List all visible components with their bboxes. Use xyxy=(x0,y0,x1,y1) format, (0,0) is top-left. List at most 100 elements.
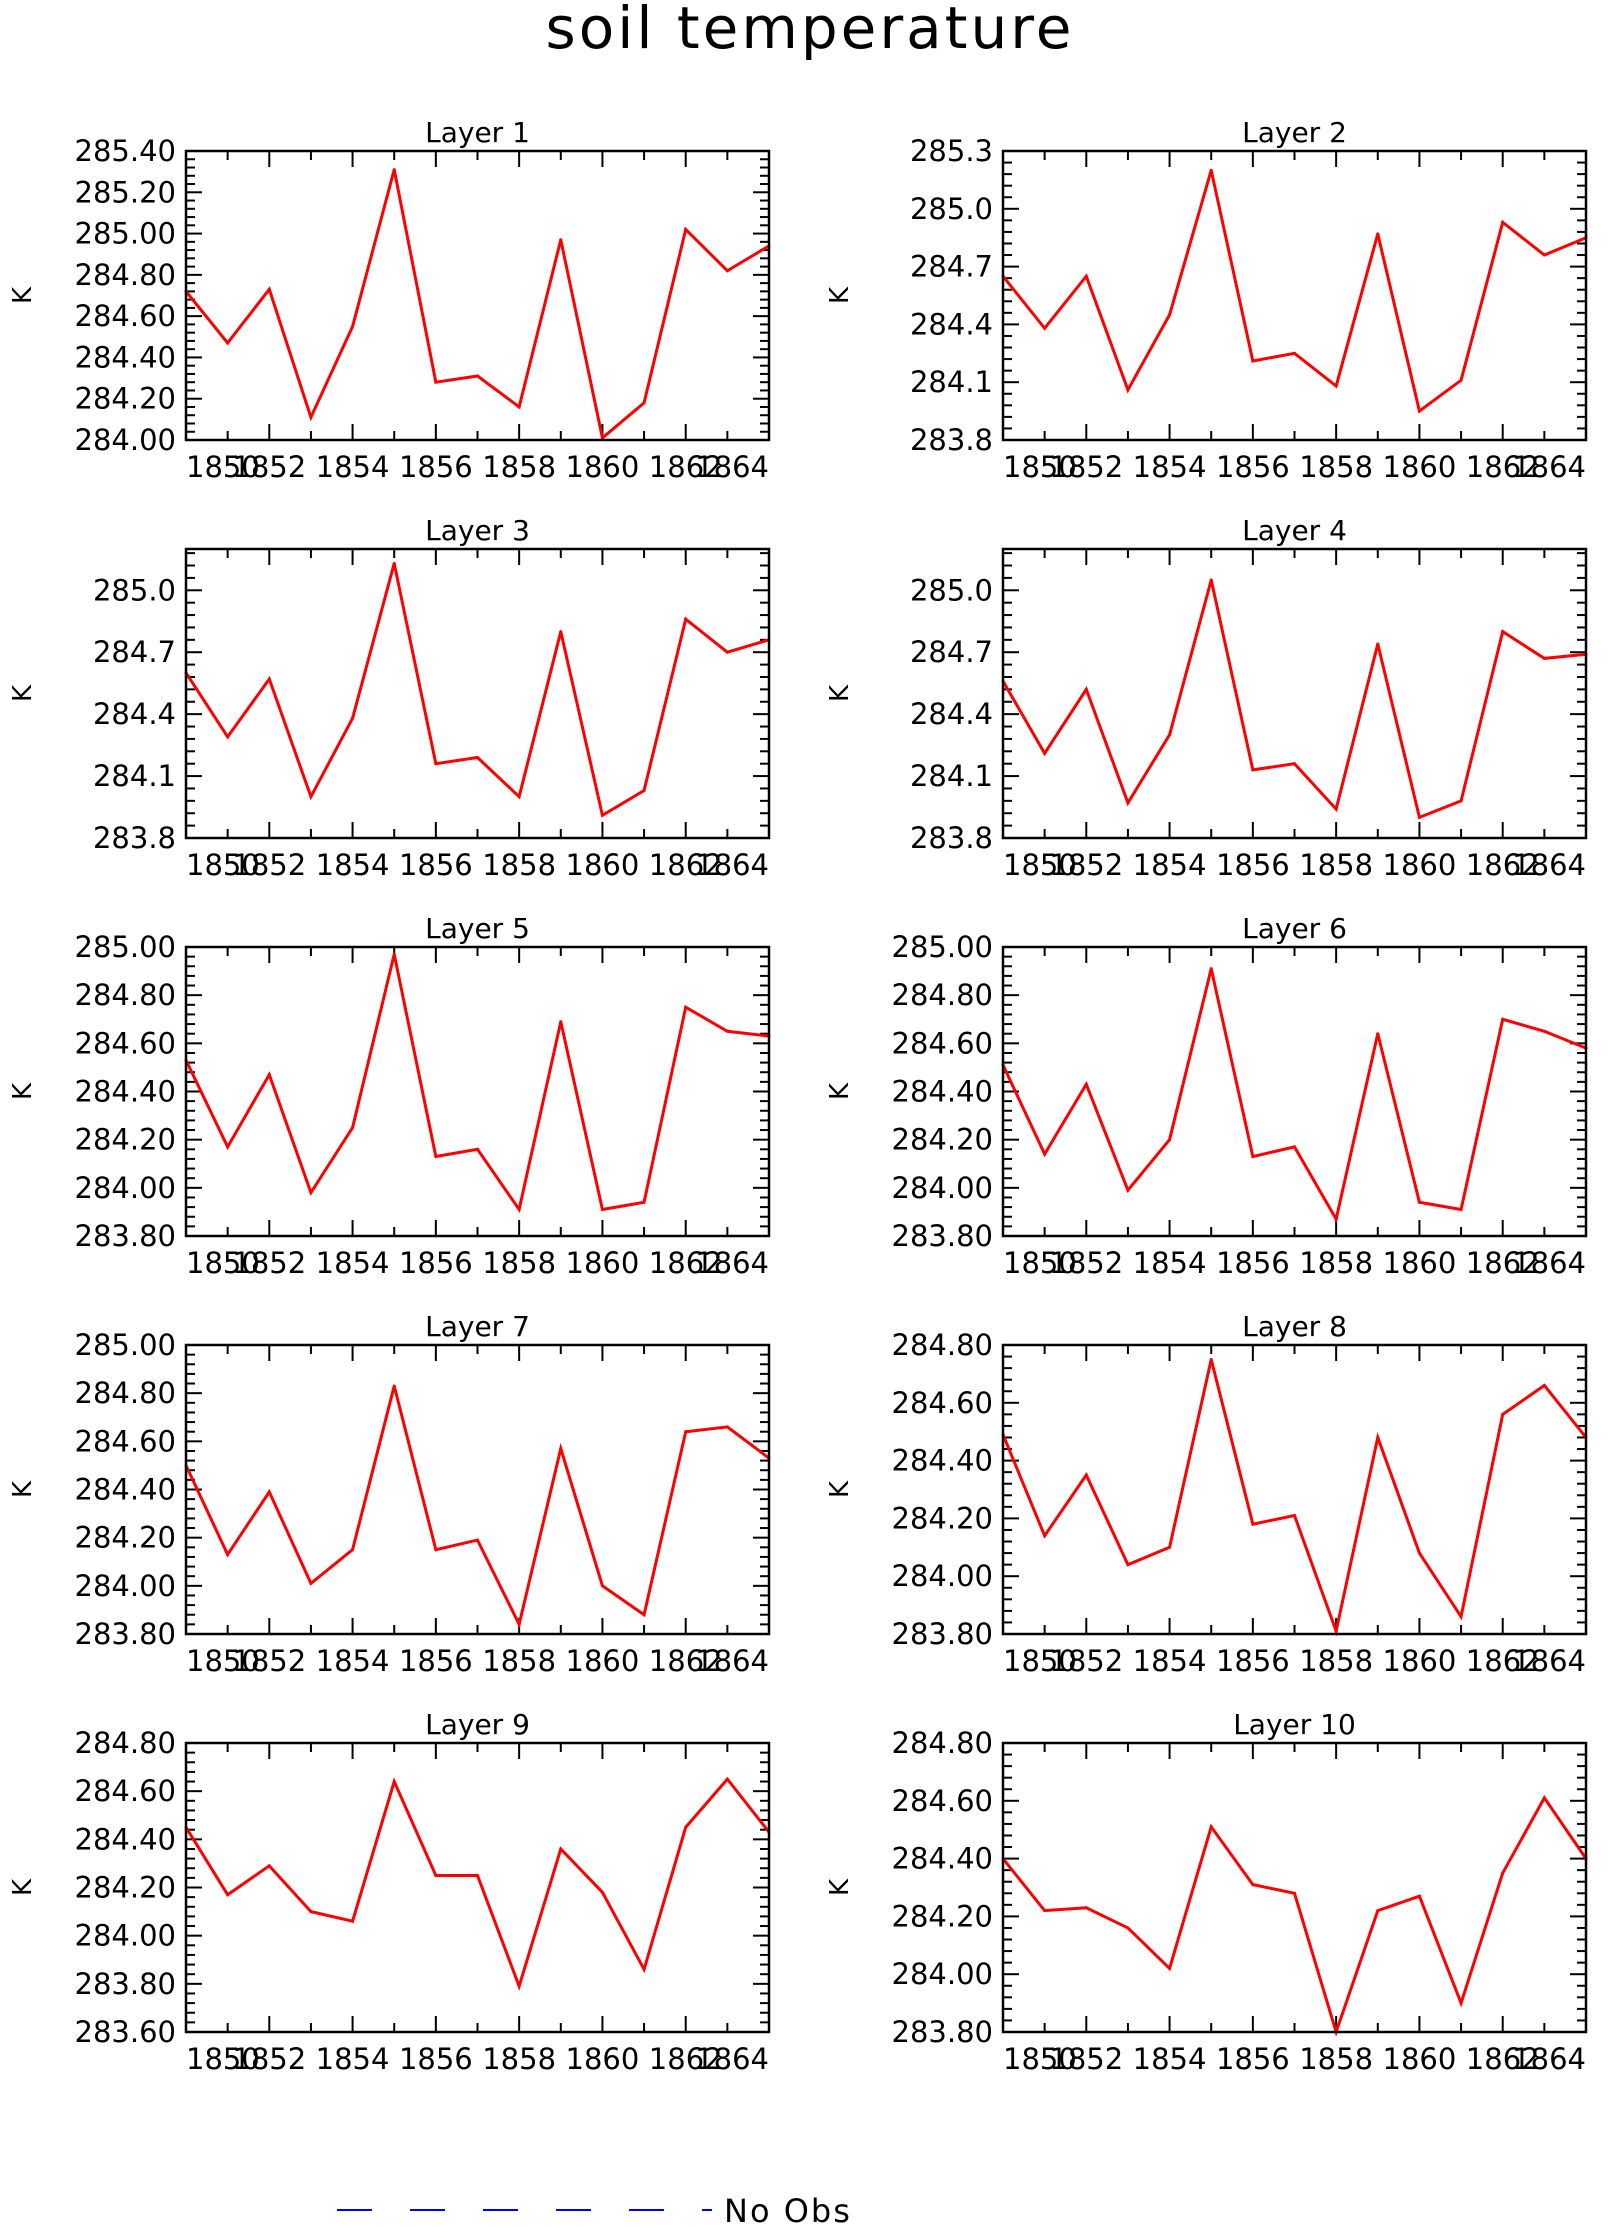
y-tick-label: 284.4 xyxy=(910,307,993,341)
x-tick-label: 1854 xyxy=(1133,2042,1207,2076)
data-point xyxy=(309,1191,313,1195)
y-tick-label: 284.60 xyxy=(75,1774,176,1808)
data-point xyxy=(1168,733,1172,737)
data-point xyxy=(392,561,396,565)
series-line xyxy=(1001,1795,1588,2037)
data-point xyxy=(434,1155,438,1159)
data-point xyxy=(1417,1200,1421,1204)
x-tick-label: 1862 xyxy=(649,2042,723,2076)
data-point xyxy=(1168,1545,1172,1549)
y-tick-label: 284.60 xyxy=(892,1784,993,1818)
data-point xyxy=(1376,1435,1380,1439)
y-tick-label: 284.40 xyxy=(75,1822,176,1856)
x-tick-label: 1862 xyxy=(649,450,723,484)
x-tick-label: 1852 xyxy=(232,848,306,882)
y-tick-label: 283.80 xyxy=(892,1617,993,1651)
data-point xyxy=(684,1430,688,1434)
data-point xyxy=(1209,1825,1213,1829)
data-point xyxy=(392,952,396,956)
data-point xyxy=(226,735,230,739)
y-tick-label: 284.40 xyxy=(75,340,176,374)
x-tick-label: 1860 xyxy=(566,1644,640,1678)
y-axis-label: K xyxy=(825,1480,855,1498)
y-tick-label: 285.00 xyxy=(892,930,993,964)
data-point xyxy=(1293,1514,1296,1518)
data-point xyxy=(725,269,729,273)
y-tick-label: 284.40 xyxy=(75,1075,176,1109)
x-tick-label: 1858 xyxy=(1299,450,1373,484)
data-point xyxy=(642,789,646,793)
y-tick-label: 284.80 xyxy=(892,978,993,1012)
series-line xyxy=(184,1385,770,1629)
data-point xyxy=(1043,1909,1047,1913)
data-point xyxy=(684,227,688,231)
x-tick-label: 1854 xyxy=(316,450,390,484)
data-point xyxy=(267,1864,271,1868)
x-tick-label: 1858 xyxy=(482,450,556,484)
y-tick-label: 284.7 xyxy=(910,250,993,284)
data-point xyxy=(226,1893,230,1897)
y-tick-label: 284.80 xyxy=(892,1726,993,1760)
y-tick-label: 283.80 xyxy=(892,2015,993,2049)
y-tick-label: 283.80 xyxy=(75,1617,176,1651)
y-tick-label: 284.80 xyxy=(892,1328,993,1362)
y-axis-label: K xyxy=(825,1878,855,1896)
data-point xyxy=(1084,274,1088,278)
x-tick-label: 1864 xyxy=(1512,1644,1586,1678)
y-axis-label: K xyxy=(8,684,38,702)
data-point xyxy=(1043,751,1047,755)
data-point xyxy=(642,1613,646,1617)
x-tick-label: 1862 xyxy=(649,1246,723,1280)
y-tick-label: 284.00 xyxy=(75,1569,176,1603)
y-tick-label: 284.20 xyxy=(75,1123,176,1157)
y-tick-label: 283.8 xyxy=(93,821,176,855)
data-point xyxy=(476,755,479,759)
data-point xyxy=(725,1777,729,1781)
x-tick-label: 1864 xyxy=(695,1644,769,1678)
data-point xyxy=(1168,313,1172,317)
data-point xyxy=(1501,1871,1505,1875)
y-tick-label: 284.60 xyxy=(75,1026,176,1060)
x-tick-label: 1852 xyxy=(232,1644,306,1678)
data-point xyxy=(392,1384,396,1388)
data-point xyxy=(1542,656,1546,660)
x-tick-label: 1858 xyxy=(482,2042,556,2076)
data-point xyxy=(684,1005,688,1009)
x-tick-label: 1852 xyxy=(1049,2042,1123,2076)
x-tick-label: 1852 xyxy=(232,1246,306,1280)
y-axis-label: K xyxy=(8,286,38,304)
x-tick-label: 1858 xyxy=(1299,848,1373,882)
panel-title: Layer 5 xyxy=(425,912,530,945)
data-point xyxy=(725,1029,729,1033)
data-point xyxy=(476,1538,479,1542)
y-tick-label: 284.00 xyxy=(75,1919,176,1953)
y-tick-label: 283.80 xyxy=(892,1219,993,1253)
data-point xyxy=(1043,1534,1047,1538)
data-point xyxy=(434,1873,438,1877)
x-tick-label: 1856 xyxy=(1216,1246,1290,1280)
data-point xyxy=(517,795,521,799)
y-tick-label: 284.80 xyxy=(75,1376,176,1410)
y-tick-label: 285.0 xyxy=(910,573,993,607)
y-tick-label: 285.0 xyxy=(93,573,176,607)
panel-title: Layer 4 xyxy=(1242,514,1347,547)
plot-frame xyxy=(184,547,771,840)
data-point xyxy=(476,374,479,378)
plot-frame xyxy=(1001,1741,1588,2034)
plot-frame xyxy=(1001,945,1588,1238)
x-tick-label: 1856 xyxy=(399,1644,473,1678)
y-tick-label: 285.3 xyxy=(910,134,993,168)
y-tick-label: 284.60 xyxy=(75,1424,176,1458)
data-point xyxy=(1126,1926,1130,1930)
y-axis-label: K xyxy=(8,1480,38,1498)
x-tick-label: 1850 xyxy=(186,2042,260,2076)
data-point xyxy=(1168,1966,1172,1970)
x-tick-label: 1862 xyxy=(1466,848,1540,882)
x-tick-label: 1864 xyxy=(695,848,769,882)
data-point xyxy=(392,168,396,172)
data-point xyxy=(559,630,563,634)
series-line xyxy=(184,563,770,818)
data-point xyxy=(1251,1155,1255,1159)
